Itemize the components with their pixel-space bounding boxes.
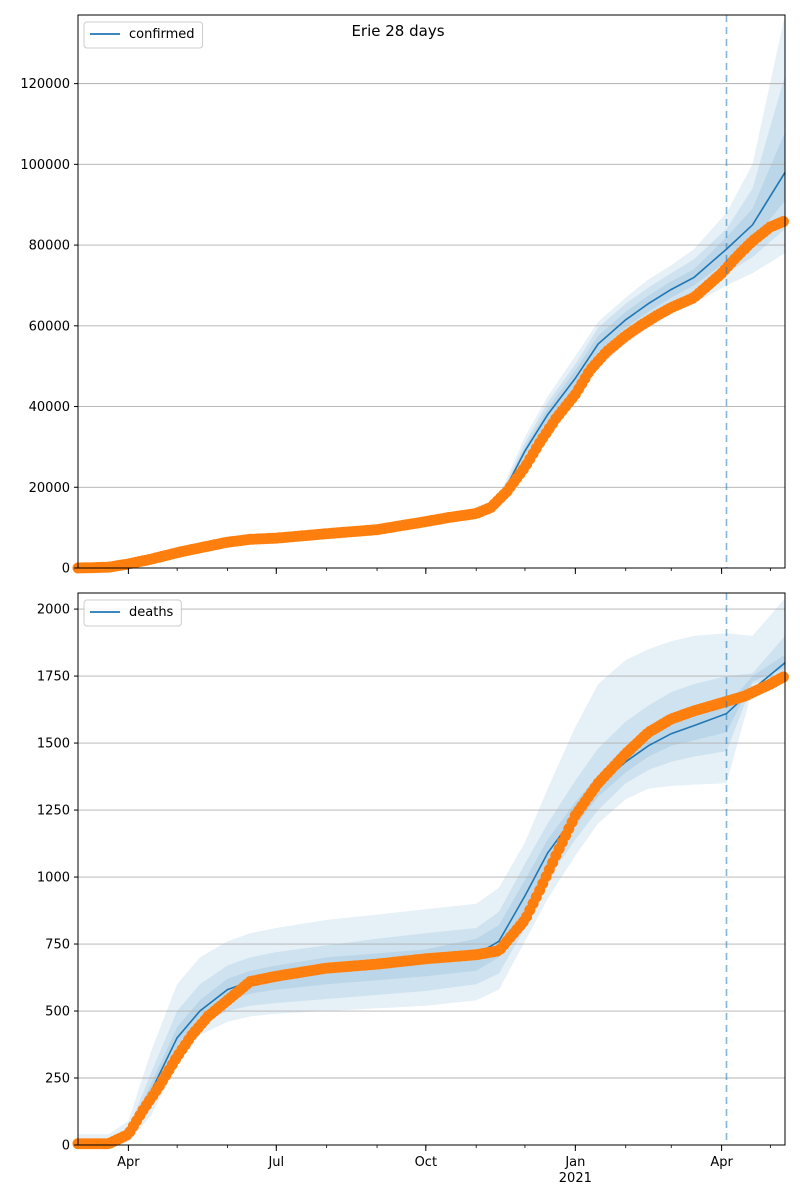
y-tick-label: 500 [45,1005,70,1020]
deaths-legend: deaths [83,599,182,627]
y-tick-label: 250 [45,1072,70,1087]
deaths-legend-label: deaths [129,605,174,620]
confirmed-observed-series [72,216,789,574]
confirmed-y-ticks: 0 20000 40000 60000 80000 100000 120000 [20,77,78,577]
confirmed-gridlines [78,83,785,488]
x-tick-label: Apr [117,1155,140,1170]
confirmed-x-ticks [127,568,771,574]
uncertainty-band [78,635,785,1145]
deaths-panel: 0 250 500 750 1000 1250 1500 1750 2000 Apr Jul Oct… [37,592,789,1170]
x-year-label: 2021 [559,1171,592,1186]
y-tick-label: 1750 [37,670,70,685]
confirmed-legend-label: confirmed [129,27,195,42]
confirmed-legend: confirmed [83,21,204,49]
confirmed-model-series [77,171,786,569]
deaths-x-ticks: Apr Jul Oct Jan Apr [117,1145,771,1170]
uncertainty-band [78,15,785,568]
y-tick-label: 40000 [29,400,70,415]
x-tick-label: Jan [564,1155,585,1170]
deaths-axes-frame [77,592,786,1146]
deaths-gridlines [78,608,785,1079]
y-tick-label: 2000 [37,603,70,618]
deaths-observed-series [72,671,789,1150]
figure-title: Erie 28 days [351,22,444,40]
deaths-uncertainty-bands [78,598,785,1145]
uncertainty-band [78,132,785,568]
y-tick-label: 1500 [37,737,70,752]
y-tick-label: 750 [45,938,70,953]
y-tick-label: 0 [62,562,70,577]
x-tick-label: Jul [267,1155,284,1170]
confirmed-legend-box [83,21,204,49]
confirmed-panel: 0 20000 40000 60000 80000 100000 120000 confir… [20,14,789,577]
observed-point [777,216,789,227]
x-tick-label: Apr [710,1155,733,1170]
y-tick-label: 20000 [29,481,70,496]
deaths-legend-box [83,599,182,627]
y-tick-label: 1000 [37,871,70,886]
y-tick-label: 60000 [29,319,70,334]
deaths-y-ticks: 0 250 500 750 1000 1250 1500 1750 2000 [37,603,78,1154]
x-tick-label: Oct [415,1155,437,1170]
observed-point [777,671,789,683]
y-tick-label: 100000 [20,158,70,173]
model-line [77,171,786,569]
y-tick-label: 1250 [37,804,70,819]
y-tick-label: 120000 [20,77,70,92]
uncertainty-band [78,75,785,568]
y-tick-label: 80000 [29,239,70,254]
confirmed-axes-frame [77,14,786,569]
confirmed-uncertainty-bands [78,15,785,568]
uncertainty-band [78,598,785,1145]
y-tick-label: 0 [62,1139,70,1154]
uncertainty-band [78,654,785,1145]
